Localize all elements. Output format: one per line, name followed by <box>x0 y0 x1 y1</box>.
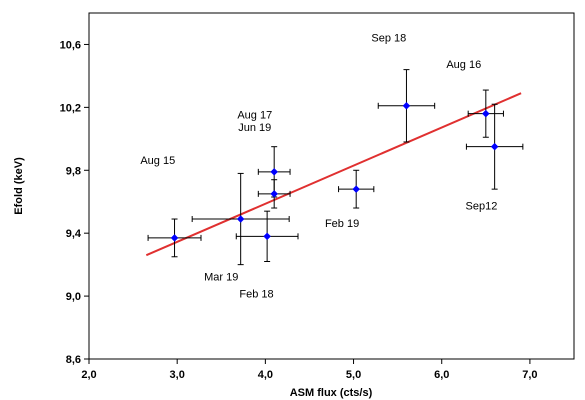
y-tick-label: 10,2 <box>60 102 81 114</box>
point-annotation: Jun 19 <box>238 122 271 134</box>
x-tick-label: 4,0 <box>258 369 273 381</box>
data-point <box>236 215 245 223</box>
error-bars <box>147 69 524 266</box>
point-annotation: Aug 16 <box>446 59 481 71</box>
data-point <box>270 190 279 198</box>
x-tick-label: 2,0 <box>81 369 96 381</box>
plot-frame <box>88 12 575 360</box>
data-point <box>402 101 411 110</box>
fit-line-layer <box>145 92 522 257</box>
point-annotation: Aug 17 <box>237 109 272 121</box>
point-annotation: Aug 15 <box>140 155 175 167</box>
data-point <box>170 234 179 242</box>
point-annotation: Feb 18 <box>239 289 273 301</box>
data-point <box>352 185 361 193</box>
data-point <box>263 232 271 241</box>
point-annotation: Mar 19 <box>204 271 238 283</box>
point-annotation: Sep 18 <box>371 32 406 44</box>
y-tick-label: 8,6 <box>66 354 81 366</box>
data-point <box>270 167 279 176</box>
point-annotation: Feb 19 <box>325 218 359 230</box>
y-tick-label: 9,4 <box>66 228 82 240</box>
point-annotation: Sep12 <box>466 201 498 213</box>
y-tick-label: 10,6 <box>60 39 81 51</box>
axis-ticks: 2,0 3,0 4,0 5,0 6,0 7,0 8,6 9,0 9,4 9,8 10,2 10,6 <box>60 39 538 381</box>
x-tick-label: 7,0 <box>522 369 537 381</box>
fit-line <box>145 92 522 257</box>
x-tick-label: 5,0 <box>346 369 361 381</box>
data-point <box>481 109 490 118</box>
data-point <box>490 142 499 151</box>
x-tick-label: 3,0 <box>170 369 185 381</box>
data-points <box>170 101 499 242</box>
x-axis-label: ASM flux (cts/s) <box>290 387 373 399</box>
y-tick-label: 9,8 <box>66 165 81 177</box>
x-tick-label: 6,0 <box>434 369 449 381</box>
y-axis-label: Efold (keV) <box>13 157 25 215</box>
y-tick-label: 9,0 <box>66 291 81 303</box>
